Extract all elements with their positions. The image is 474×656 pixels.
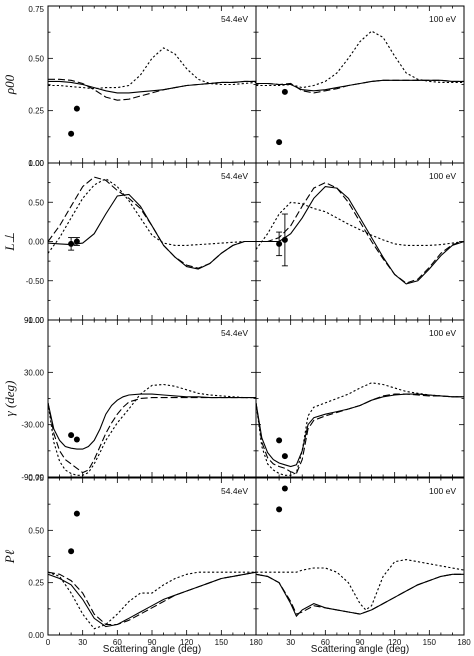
data-point — [281, 453, 288, 460]
panel-frame — [47, 319, 257, 478]
series-line-dashed — [48, 176, 256, 269]
panel-5: 100 eV — [255, 319, 465, 478]
energy-label: 100 eV — [429, 486, 456, 496]
series-line-dotted — [48, 383, 256, 476]
energy-label: 100 eV — [429, 14, 456, 24]
series-line-dotted — [256, 382, 464, 476]
data-point — [68, 548, 75, 555]
energy-label: 54.4eV — [221, 328, 248, 338]
series-line-solid — [48, 393, 256, 450]
series-line-dotted — [256, 201, 464, 250]
y-tick-label: 0.50 — [28, 198, 44, 207]
x-tick-label: 150 — [215, 638, 229, 647]
data-point — [73, 238, 80, 245]
x-tick-label: 180 — [457, 638, 471, 647]
series-line-solid — [256, 573, 464, 618]
series-line-dotted — [256, 30, 464, 89]
data-point — [68, 240, 75, 247]
data-point — [68, 130, 75, 137]
data-point — [73, 510, 80, 517]
x-tick-label: 60 — [113, 638, 122, 647]
y-tick-label: 0.00 — [28, 238, 44, 247]
series-line-dotted — [256, 559, 464, 611]
data-point — [276, 437, 283, 444]
energy-label: 54.4eV — [221, 171, 248, 181]
series-line-dashed — [256, 393, 464, 475]
data-point — [281, 236, 288, 243]
series-line-dashed — [256, 79, 464, 94]
y-tick-label: 0.00 — [28, 631, 44, 640]
x-tick-label: 30 — [78, 638, 87, 647]
x-tick-label: 60 — [321, 638, 330, 647]
series-line-solid — [256, 393, 464, 468]
x-tick-labels: 0 30 60 90 120 150 180 30 60 90 120 150 180 — [46, 638, 471, 647]
x-tick-label: 90 — [148, 638, 157, 647]
y-tick-label: 0.25 — [28, 107, 44, 116]
panel-7: 100 eV — [255, 477, 465, 636]
series-line-dashed — [48, 78, 256, 101]
y-tick-label: 90.00 — [24, 316, 45, 325]
y-tick-label: -30.00 — [21, 421, 44, 430]
x-tick-label: 120 — [180, 638, 194, 647]
series-line-solid — [48, 193, 256, 270]
data-point — [73, 436, 80, 443]
y-tick-label: 0.75 — [28, 474, 44, 483]
series-line-dotted — [48, 47, 256, 90]
series-line-dashed — [256, 573, 464, 615]
series-line-dotted — [48, 571, 256, 630]
panel-4: 90.00 30.00 -30.00 -90.00 γ (deg) 54.4eV — [2, 316, 257, 482]
data-point — [281, 88, 288, 95]
data-point — [276, 240, 283, 247]
data-point — [73, 105, 80, 112]
series-line-dashed — [48, 397, 256, 474]
y-tick-label: -90.00 — [21, 473, 44, 482]
series-line-dashed — [256, 181, 464, 284]
y-tick-label: 1.00 — [28, 159, 44, 168]
series-line-solid — [48, 571, 256, 628]
x-axis-label-right: Scattering angle (deg) — [311, 644, 409, 655]
data-point — [276, 506, 283, 513]
energy-label: 54.4eV — [221, 486, 248, 496]
x-axis-label-left: Scattering angle (deg) — [103, 644, 201, 655]
series-line-solid — [256, 79, 464, 92]
panel-0: 0.75 0.50 0.25 0.00 ρ00 54.4eV — [2, 5, 257, 168]
panel-6: 0.75 0.50 0.25 0.00 Pℓ 54.4eV — [2, 474, 257, 640]
data-point — [281, 485, 288, 492]
panel-frame — [255, 477, 465, 636]
y-tick-label: 0.25 — [28, 579, 44, 588]
x-tick-label: 90 — [356, 638, 365, 647]
y-axis-label: Pℓ — [2, 549, 17, 564]
panel-frame — [47, 477, 257, 636]
energy-label: 100 eV — [429, 171, 456, 181]
y-axis-label: L⊥ — [2, 232, 17, 252]
data-point — [68, 432, 75, 439]
x-tick-label: 150 — [423, 638, 437, 647]
series-line-dashed — [48, 571, 256, 626]
y-tick-label: 0.50 — [28, 526, 44, 535]
y-tick-label: 0.75 — [28, 5, 44, 14]
energy-label: 100 eV — [429, 328, 456, 338]
energy-label: 54.4eV — [221, 14, 248, 24]
y-axis-label: ρ00 — [2, 74, 17, 95]
x-tick-label: 30 — [286, 638, 295, 647]
y-tick-label: 30.00 — [24, 368, 45, 377]
x-tick-label: 180 — [249, 638, 263, 647]
panel-3: 100 eV — [255, 162, 465, 321]
panel-1: 100 eV — [255, 5, 465, 164]
y-tick-label: -0.50 — [26, 277, 45, 286]
panel-2: 1.00 0.50 0.00 -0.50 -1.00 L⊥ 54.4eV — [2, 159, 257, 325]
series-line-solid — [48, 80, 256, 94]
y-tick-label: 0.50 — [28, 54, 44, 63]
data-point — [276, 139, 283, 146]
y-axis-label: γ (deg) — [2, 381, 17, 417]
y-tick-label: -1.00 — [26, 316, 45, 325]
x-tick-label: 0 — [46, 638, 51, 647]
x-tick-label: 120 — [388, 638, 402, 647]
series-line-solid — [256, 186, 464, 285]
y-tick-label: 0.00 — [28, 159, 44, 168]
panel-frame — [255, 319, 465, 478]
